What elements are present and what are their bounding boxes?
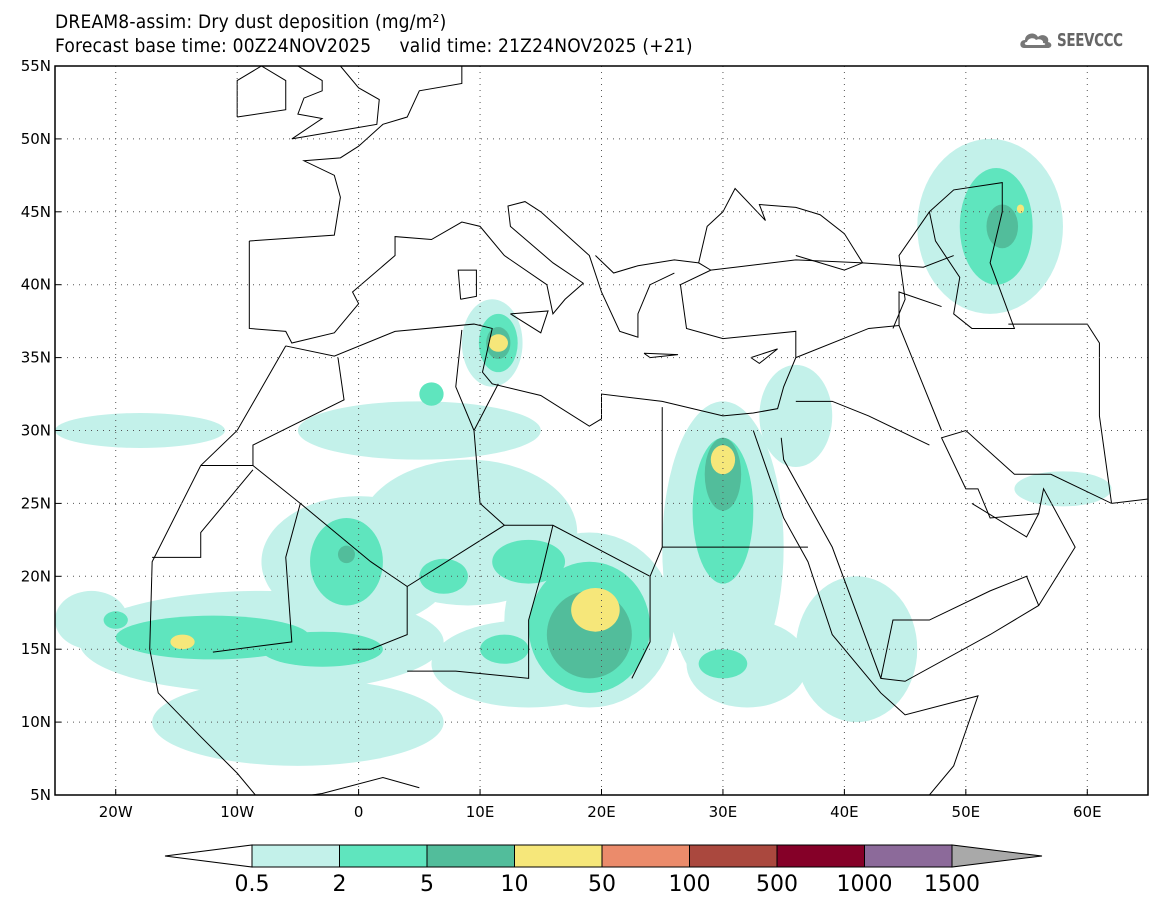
dust-area — [170, 634, 195, 650]
colorbar-label: 10 — [501, 872, 529, 897]
dust-area — [480, 634, 529, 664]
lat-label: 25N — [21, 494, 51, 512]
colorbar-swatch — [689, 844, 778, 868]
coastline — [455, 329, 475, 431]
coastline — [643, 352, 679, 359]
dust-area — [55, 413, 226, 448]
colorbar-label: 5 — [420, 872, 434, 897]
lon-label: 10W — [220, 803, 254, 821]
coastline — [971, 502, 1040, 538]
lon-label: 20W — [99, 803, 133, 821]
coastline — [285, 187, 864, 427]
coastline — [510, 310, 549, 334]
lat-label: 10N — [21, 713, 51, 731]
coastline — [795, 255, 954, 271]
coastline — [406, 524, 651, 587]
lon-label: 0 — [354, 803, 364, 821]
colorbar-label: 2 — [333, 872, 347, 897]
lat-label: 35N — [21, 349, 51, 367]
colorbar-label: 1500 — [924, 872, 980, 897]
coastline — [795, 400, 930, 446]
gridlines — [55, 66, 1148, 795]
dust-area — [1014, 471, 1112, 507]
seevccc-logo: SEEVCCC — [1018, 28, 1145, 52]
coastline — [795, 324, 943, 431]
colorbar-under-arrow — [164, 844, 253, 868]
dust-area — [115, 615, 311, 660]
coastline — [752, 430, 979, 795]
colorbar-swatch — [251, 844, 340, 868]
dust-area — [986, 204, 1019, 249]
dust-area — [297, 401, 541, 460]
dust-area — [488, 334, 508, 352]
coastline — [631, 546, 663, 679]
colorbar-swatch — [514, 844, 603, 868]
lon-label: 30E — [709, 803, 738, 821]
dust-area — [103, 611, 128, 629]
dust-area — [795, 576, 918, 723]
lon-label: 20E — [587, 803, 616, 821]
coastline — [249, 66, 463, 242]
coastline — [595, 255, 699, 274]
dust-area — [1016, 204, 1025, 214]
coastline — [291, 66, 380, 140]
coastline — [236, 66, 287, 118]
lat-label: 40N — [21, 276, 51, 294]
dust-area — [55, 590, 128, 650]
dust-area — [698, 649, 748, 679]
colorbar-swatch — [864, 844, 953, 868]
lat-label: 55N — [21, 57, 51, 75]
colorbar-label: 0.5 — [235, 872, 270, 897]
lon-label: 10E — [466, 803, 495, 821]
coastline — [928, 182, 1016, 329]
colorbar-swatch — [339, 844, 428, 868]
dust-area — [337, 545, 355, 564]
coastline — [1008, 323, 1113, 504]
coastline — [473, 383, 505, 526]
dust-area — [571, 587, 620, 632]
lon-label: 60E — [1073, 803, 1102, 821]
colorbar-label: 1000 — [837, 872, 893, 897]
lon-label: 50E — [952, 803, 981, 821]
lat-label: 20N — [21, 567, 51, 585]
coastline — [200, 464, 301, 653]
colorbar-swatch — [426, 844, 515, 868]
dust-layer — [55, 138, 1112, 766]
lon-label: 40E — [830, 803, 859, 821]
axes: 20W 10W 0 10E 20E 30E 40E 50E 60E 55N 50N 45N 40N 35N… — [21, 57, 1102, 821]
colorbar-label: 100 — [669, 872, 711, 897]
coastline — [750, 348, 778, 365]
dust-area — [152, 678, 444, 766]
cloud-icon — [1020, 33, 1052, 48]
lat-label: 5N — [30, 786, 51, 804]
map-title: DREAM8-assim: Dry dust deposition (mg/m²… — [55, 11, 447, 33]
colorbar: 0.5 2 5 10 50 100 500 1000 1500 — [164, 844, 1043, 897]
colorbar-swatch — [601, 844, 690, 868]
dust-area — [419, 382, 444, 406]
coastline — [149, 345, 287, 795]
coastline — [407, 525, 554, 679]
coastline — [248, 201, 675, 344]
lat-label: 15N — [21, 640, 51, 658]
coastline — [308, 776, 420, 795]
colorbar-label: 500 — [756, 872, 798, 897]
coastlines-borders — [149, 66, 1148, 795]
coastline — [880, 575, 1040, 679]
coastline — [457, 269, 477, 300]
colorbar-swatch — [776, 844, 865, 868]
colorbar-over-arrow — [951, 844, 1043, 868]
dust-area — [419, 558, 468, 594]
coastline — [152, 469, 254, 558]
logo-text: SEEVCCC — [1057, 29, 1123, 51]
dust-area — [710, 445, 736, 475]
coastline — [252, 357, 345, 466]
coastline — [898, 291, 942, 326]
lat-label: 45N — [21, 203, 51, 221]
lat-label: 30N — [21, 422, 51, 440]
lat-label: 50N — [21, 130, 51, 148]
colorbar-label: 50 — [588, 872, 616, 897]
forecast-times: Forecast base time: 00Z24NOV2025 valid t… — [55, 35, 693, 57]
dust-area — [759, 364, 833, 467]
